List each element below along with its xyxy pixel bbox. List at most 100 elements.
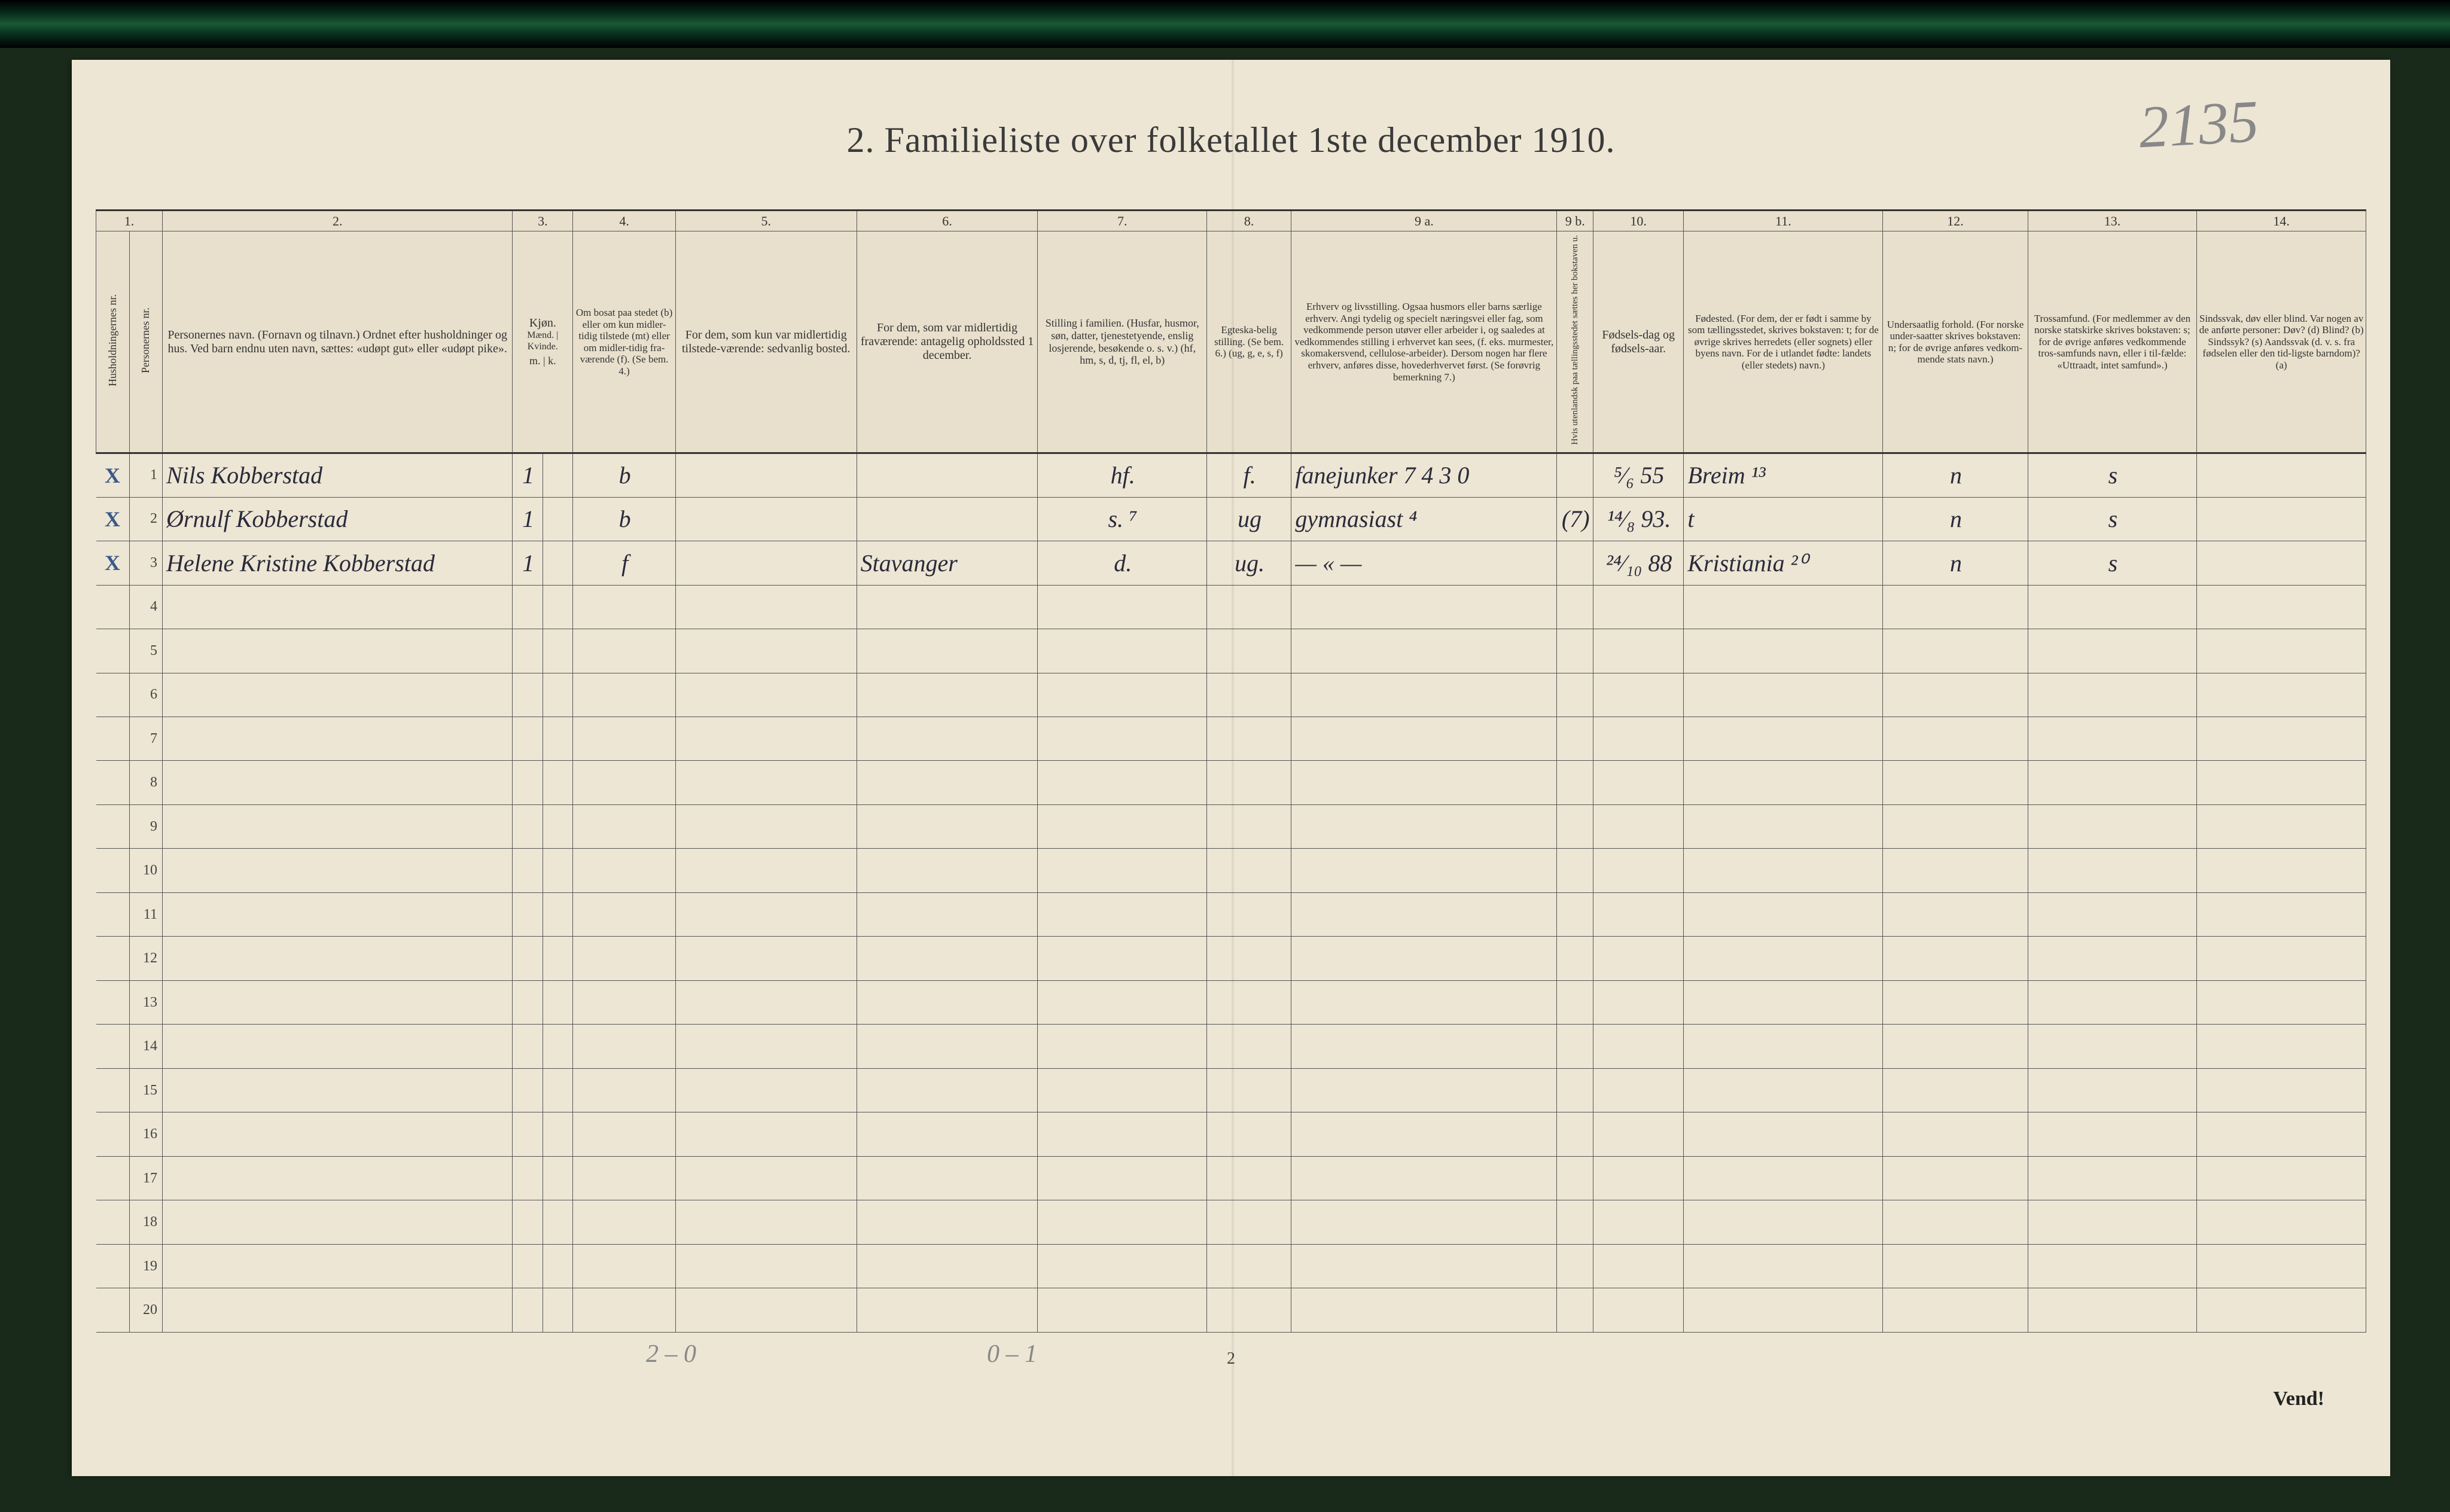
row-number: 17	[129, 1156, 163, 1200]
empty-cell	[1883, 1288, 2028, 1333]
empty-cell	[573, 1288, 676, 1333]
empty-cell	[1207, 1288, 1291, 1333]
empty-cell	[1291, 761, 1557, 804]
empty-cell	[1684, 585, 1883, 629]
empty-cell	[513, 1200, 543, 1244]
empty-cell	[513, 892, 543, 936]
empty-cell	[1593, 804, 1683, 848]
empty-cell	[513, 804, 543, 848]
empty-cell	[1557, 1025, 1593, 1068]
empty-cell	[1038, 1112, 1207, 1156]
empty-cell	[857, 717, 1038, 761]
row-number: 20	[129, 1288, 163, 1333]
empty-cell	[1593, 717, 1683, 761]
empty-cell	[2197, 1025, 2366, 1068]
empty-cell	[543, 849, 572, 892]
row-number: 16	[129, 1112, 163, 1156]
sex-m: 1	[513, 453, 543, 497]
row-mark	[96, 1200, 130, 1244]
empty-cell	[163, 585, 513, 629]
empty-cell	[2028, 629, 2197, 673]
empty-cell	[857, 980, 1038, 1024]
empty-cell	[1557, 1200, 1593, 1244]
empty-cell	[1593, 673, 1683, 717]
empty-cell	[2028, 1112, 2197, 1156]
empty-cell	[1557, 1068, 1593, 1112]
foreign-mark	[1557, 453, 1593, 497]
empty-cell	[1038, 761, 1207, 804]
birth-date: ¹⁴⁄₈ 93.	[1593, 497, 1683, 541]
empty-cell	[2028, 761, 2197, 804]
empty-cell	[573, 629, 676, 673]
empty-cell	[1038, 673, 1207, 717]
empty-cell	[2197, 804, 2366, 848]
bottom-annotation-2: 0 – 1	[987, 1340, 1037, 1368]
row-mark	[96, 585, 130, 629]
header-foreign: Hvis utenlandsk paa tællingsstedet sætte…	[1557, 231, 1593, 453]
census-form-page: 2135 2. Familieliste over folketallet 1s…	[72, 60, 2390, 1476]
colnum-5: 5.	[675, 211, 857, 231]
empty-cell	[1883, 1200, 2028, 1244]
empty-cell	[2197, 761, 2366, 804]
empty-cell	[2028, 937, 2197, 980]
empty-cell	[1207, 1244, 1291, 1288]
empty-cell	[1291, 1068, 1557, 1112]
nationality: n	[1883, 453, 2028, 497]
empty-cell	[1557, 1244, 1593, 1288]
header-temp-present: For dem, som kun var midlertidig tilsted…	[675, 231, 857, 453]
turn-over-label: Vend!	[2273, 1388, 2324, 1410]
empty-cell	[1883, 673, 2028, 717]
empty-cell	[1207, 717, 1291, 761]
empty-cell	[675, 673, 857, 717]
empty-cell	[675, 1025, 857, 1068]
row-number: 15	[129, 1068, 163, 1112]
colnum-8: 8.	[1207, 211, 1291, 231]
empty-cell	[857, 804, 1038, 848]
empty-cell	[1684, 717, 1883, 761]
pencil-annotation-top: 2135	[2137, 87, 2260, 161]
empty-cell	[675, 1244, 857, 1288]
person-name: Nils Kobberstad	[163, 453, 513, 497]
header-occupation: Erhverv og livsstilling. Ogsaa husmors e…	[1291, 231, 1557, 453]
empty-cell	[163, 1288, 513, 1333]
empty-cell	[163, 1244, 513, 1288]
empty-cell	[543, 1156, 572, 1200]
colnum-4: 4.	[573, 211, 676, 231]
empty-cell	[1557, 980, 1593, 1024]
marital-status: ug	[1207, 497, 1291, 541]
empty-cell	[1883, 1068, 2028, 1112]
empty-cell	[1038, 585, 1207, 629]
row-number: 19	[129, 1244, 163, 1288]
empty-cell	[857, 1288, 1038, 1333]
empty-cell	[1291, 673, 1557, 717]
empty-cell	[1684, 1112, 1883, 1156]
empty-cell	[2197, 1244, 2366, 1288]
empty-cell	[573, 1200, 676, 1244]
empty-cell	[1593, 585, 1683, 629]
empty-cell	[1684, 892, 1883, 936]
empty-cell	[857, 629, 1038, 673]
colnum-2: 2.	[163, 211, 513, 231]
empty-cell	[543, 673, 572, 717]
empty-cell	[513, 1156, 543, 1200]
empty-cell	[675, 717, 857, 761]
empty-cell	[1557, 629, 1593, 673]
row-mark: X	[96, 541, 130, 585]
empty-cell	[573, 980, 676, 1024]
empty-cell	[857, 1025, 1038, 1068]
empty-cell	[1038, 849, 1207, 892]
empty-cell	[1207, 585, 1291, 629]
empty-cell	[1593, 937, 1683, 980]
row-mark	[96, 717, 130, 761]
empty-cell	[2028, 1244, 2197, 1288]
empty-cell	[1291, 804, 1557, 848]
empty-cell	[2197, 1068, 2366, 1112]
empty-cell	[1291, 1288, 1557, 1333]
empty-cell	[2197, 1200, 2366, 1244]
empty-cell	[857, 1156, 1038, 1200]
empty-cell	[1593, 1200, 1683, 1244]
marital-status: f.	[1207, 453, 1291, 497]
residence-status: b	[573, 497, 676, 541]
empty-cell	[1593, 892, 1683, 936]
empty-cell	[1883, 1156, 2028, 1200]
